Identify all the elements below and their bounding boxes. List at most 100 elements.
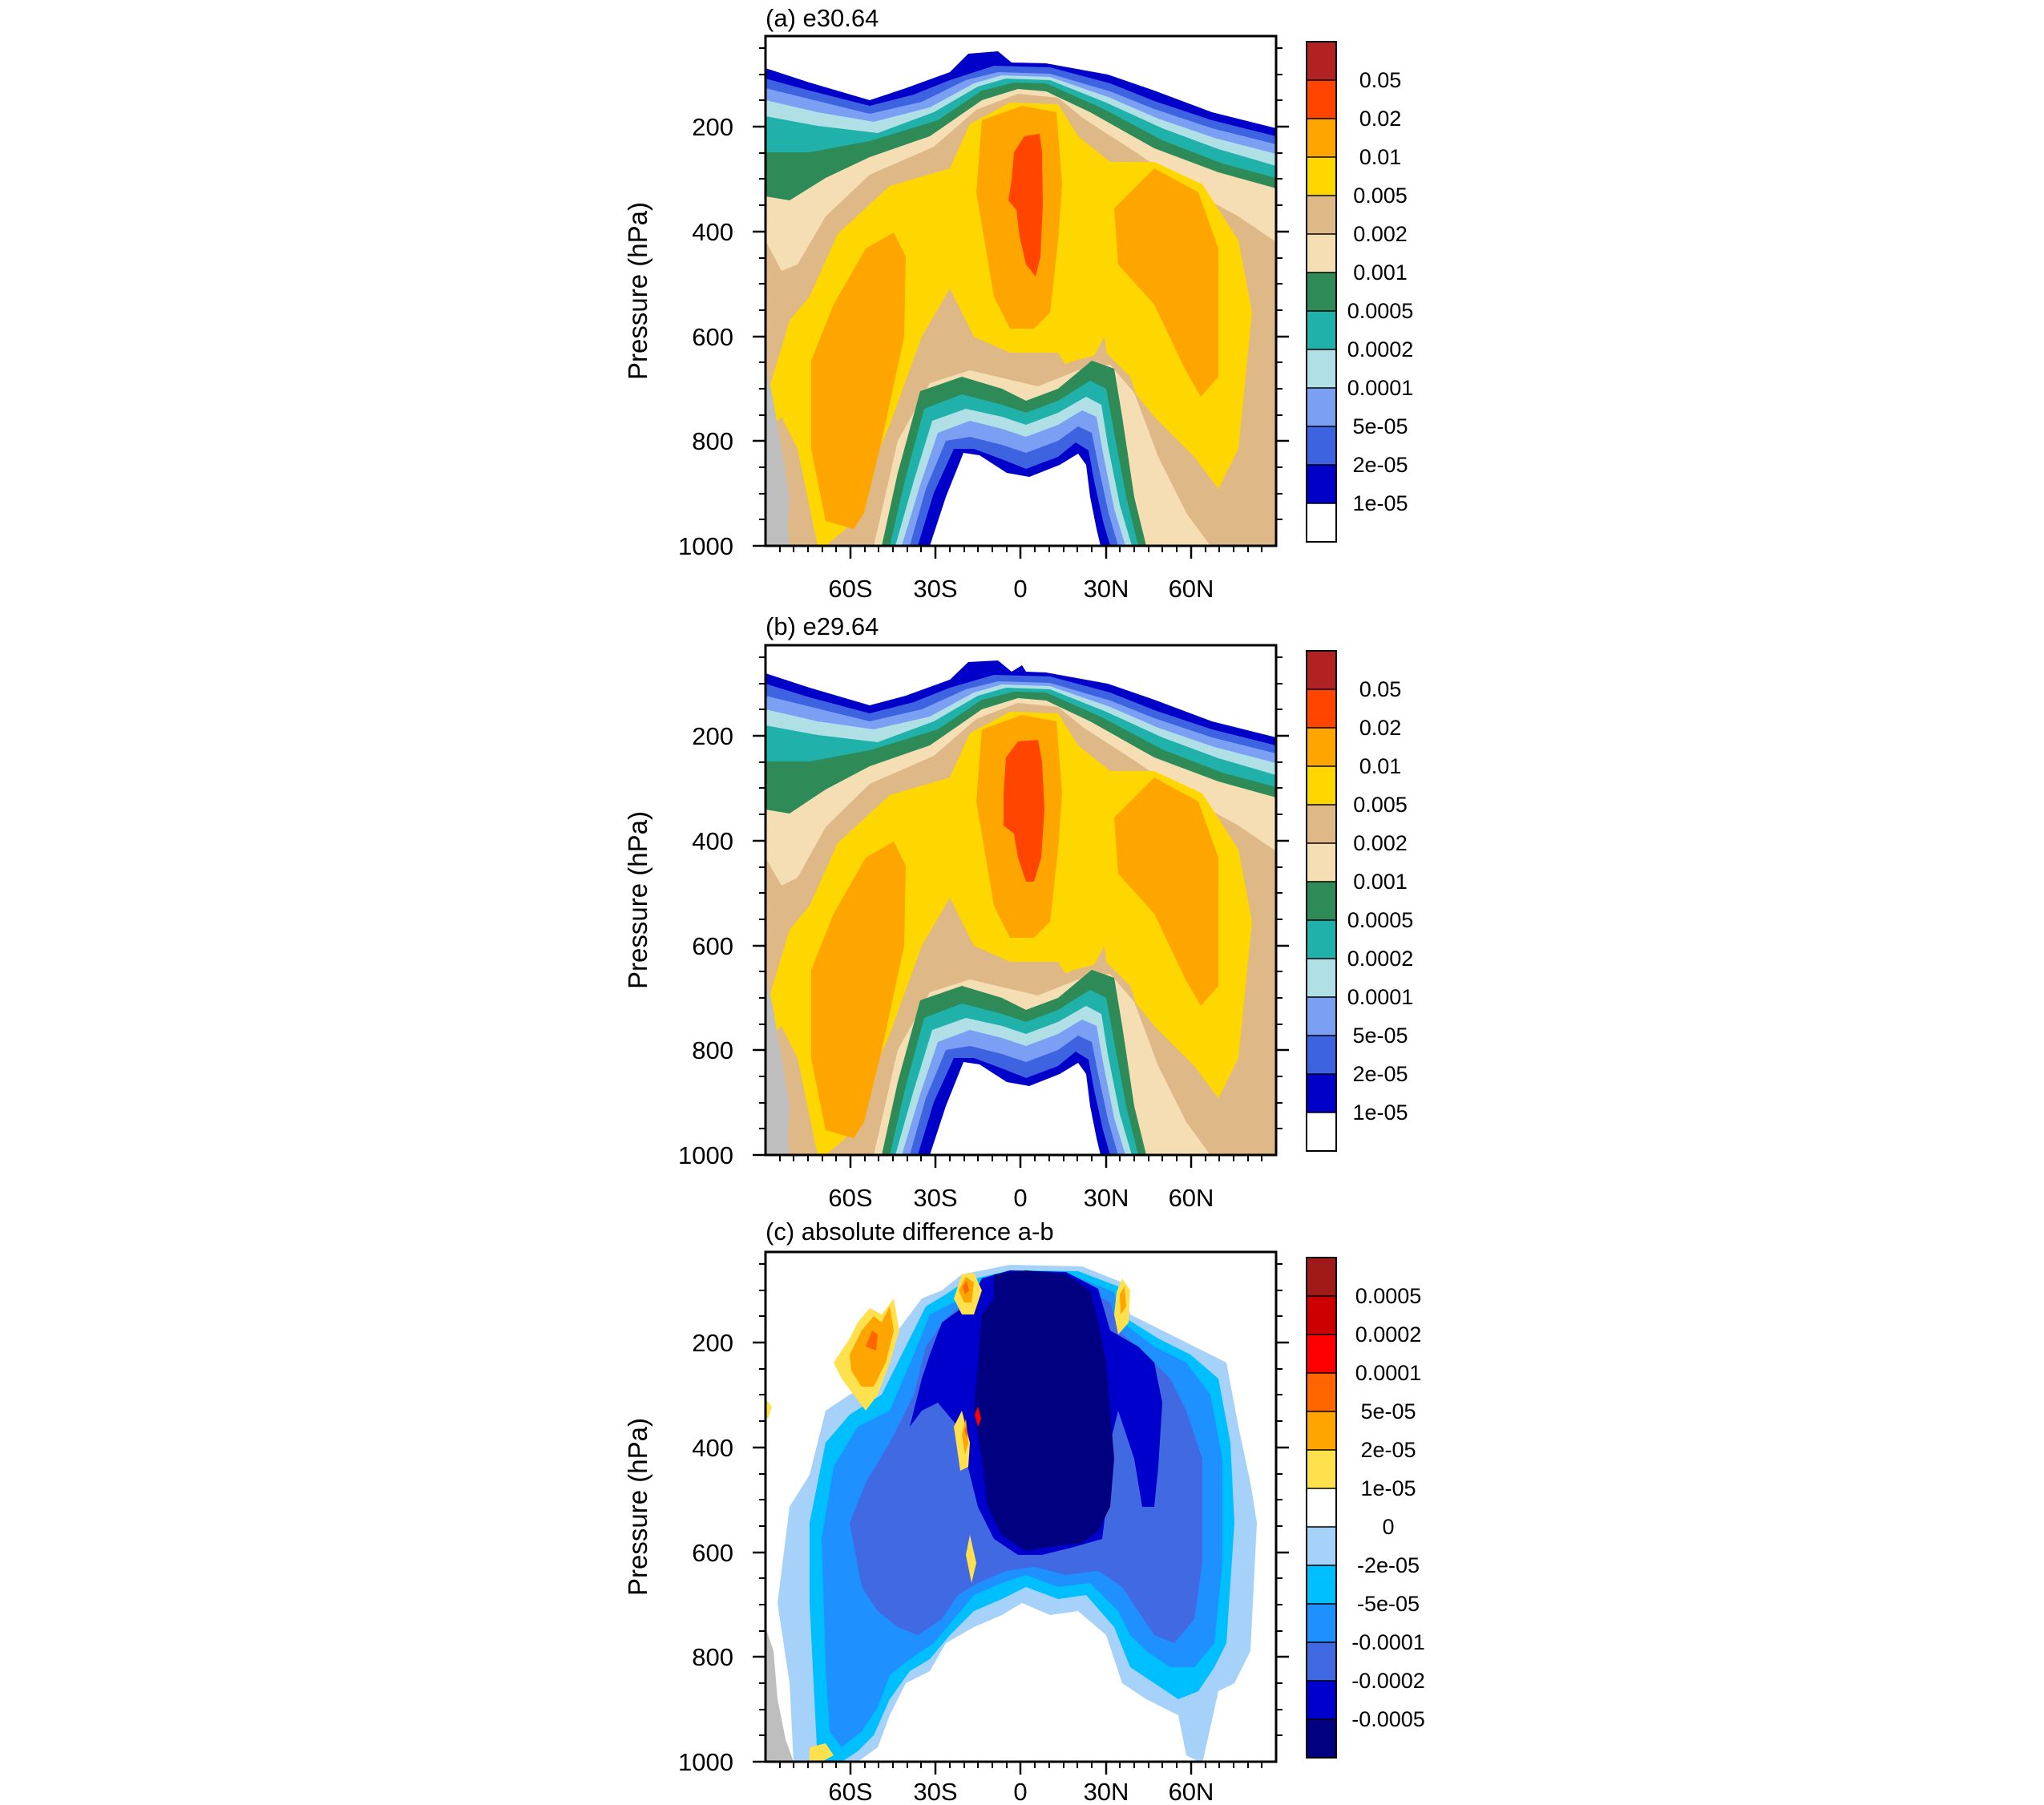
panel-c-colorbar-box-9 (1307, 1411, 1336, 1450)
panel-a-lower-white (930, 453, 1101, 546)
panel-a-x-minor-ticks (779, 546, 1262, 552)
panel-a-colorbar-box-7 (1307, 273, 1336, 311)
panel-a-colorbar-box-2 (1307, 465, 1336, 503)
panel-b-missing-data (765, 978, 790, 1155)
panel-a-colorbar-frame (1306, 41, 1337, 543)
panel-c-colorbar-frame (1306, 1257, 1337, 1759)
panel-a-colorbar-label-5e-05: 5e-05 (1352, 414, 1408, 438)
panel-a-xtick-label-30N: 30N (1084, 575, 1129, 603)
panel-a-title: (a) e30.64 (765, 4, 879, 32)
panel-b-colorbar-box-7 (1307, 882, 1336, 920)
panel-a-colorbar-box-3 (1307, 426, 1336, 465)
panel-b-ytick-label-200: 200 (692, 722, 733, 750)
panel-c-colorbar-label-m0.0002: -0.0002 (1351, 1669, 1425, 1693)
panel-b-colorbar-box-5 (1307, 959, 1336, 997)
panel-b: (b) e29.64 Pressure (hPa) (623, 612, 1413, 1212)
panel-c-colorbar-label-5e-05: 5e-05 (1360, 1399, 1416, 1423)
panel-b-xtick-label-0: 0 (1013, 1184, 1027, 1212)
panel-a-colorbar-box-11 (1307, 119, 1336, 157)
panel-b-colorbar-label-0.01: 0.01 (1359, 754, 1402, 778)
panel-c-colorbar-box-6 (1307, 1527, 1336, 1565)
panel-a-colorbar-dividers (1307, 79, 1336, 504)
panel-c-colorbar-label-m0.0005: -0.0005 (1351, 1707, 1425, 1731)
panel-c-colorbar-label-m0.0001: -0.0001 (1351, 1630, 1425, 1654)
panel-b-colorbar-label-1e-05: 1e-05 (1352, 1100, 1408, 1125)
panel-a-colorbar-box-6 (1307, 311, 1336, 349)
panel-c-ytick-label-800: 800 (692, 1643, 733, 1671)
panel-c-colorbar-box-1 (1307, 1719, 1336, 1758)
panel-a-colorbar-label-0.001: 0.001 (1353, 260, 1408, 285)
panel-b-lower-white (930, 1062, 1101, 1155)
panel-c-contours (765, 1252, 1276, 1762)
panel-c-ylabel: Pressure (hPa) (623, 1418, 652, 1596)
panel-b-colorbar-label-0.02: 0.02 (1359, 716, 1402, 740)
panel-a-colorbar-label-0.05: 0.05 (1359, 68, 1402, 92)
panel-b-colorbar-label-2e-05: 2e-05 (1352, 1062, 1408, 1086)
panel-c-xtick-label-0: 0 (1013, 1778, 1027, 1805)
panel-c-colorbar-box-7 (1307, 1488, 1336, 1527)
panel-b-y-minor-ticks-left (759, 656, 765, 1129)
panel-a-ytick-label-1000: 1000 (678, 532, 733, 560)
panel-c-missing-data (765, 1627, 794, 1762)
panel-a-ytick-label-800: 800 (692, 427, 733, 455)
panel-c-positive-2e-05 (765, 1273, 1130, 1762)
panel-a-ytick-label-200: 200 (692, 113, 733, 141)
panel-b-colorbar-box-13 (1307, 651, 1336, 689)
panel-b-colorbar-label-0.05: 0.05 (1359, 677, 1402, 701)
panel-a-x-axis: 60S 30S 0 30N 60N (828, 546, 1214, 603)
panel-b-ytick-label-800: 800 (692, 1036, 733, 1064)
panel-c-colorbar-box-5 (1307, 1565, 1336, 1604)
panel-a-lower-contours (866, 353, 1226, 546)
panel-b-colorbar-label-0.0005: 0.0005 (1347, 908, 1414, 932)
panel-a-colorbar-box-1 (1307, 503, 1336, 542)
panel-c-y-minor-ticks-left (759, 1263, 765, 1736)
panel-a-colorbar-label-1e-05: 1e-05 (1352, 491, 1408, 515)
panel-c-xtick-label-30N: 30N (1084, 1778, 1129, 1805)
panel-c-ytick-label-1000: 1000 (678, 1748, 733, 1776)
panel-a-colorbar-box-8 (1307, 234, 1336, 273)
panel-c-colorbar-box-13 (1307, 1258, 1336, 1296)
panel-b-xtick-label-60N: 60N (1169, 1184, 1214, 1212)
panel-a-colorbar-box-13 (1307, 42, 1336, 80)
panel-b-xtick-label-30S: 30S (913, 1184, 957, 1212)
panel-b-y-minor-ticks-right (1276, 656, 1283, 1129)
panel-b-colorbar-box-4 (1307, 997, 1336, 1036)
panel-c-colorbar-label-0: 0 (1382, 1515, 1394, 1539)
panel-b-colorbar-box-12 (1307, 689, 1336, 728)
panel-c-positive-0.0002 (975, 1407, 981, 1427)
panel-a-colorbar-label-0.005: 0.005 (1353, 184, 1408, 208)
panel-a-colorbar-box-5 (1307, 349, 1336, 388)
panel-c-colorbar-label-m2e-05: -2e-05 (1357, 1553, 1420, 1577)
panel-a-missing-data (765, 369, 790, 546)
panel-b-colorbar-label-0.0001: 0.0001 (1347, 985, 1414, 1009)
panel-b-colorbar-box-3 (1307, 1036, 1336, 1074)
panel-c-contour-m0.0005 (974, 1270, 1114, 1551)
panel-c-x-minor-ticks (779, 1762, 1262, 1768)
panel-a-xtick-label-0: 0 (1013, 575, 1027, 603)
panel-c-ytick-label-400: 400 (692, 1434, 733, 1462)
panel-c-colorbar-label-0.0005: 0.0005 (1355, 1284, 1422, 1308)
panel-b-y-axis: 200 400 600 800 1000 (678, 656, 1289, 1169)
panel-b-colorbar-box-11 (1307, 728, 1336, 766)
panel-a-y-axis: 200 400 600 800 1000 (678, 47, 1289, 560)
panel-c-xtick-label-30S: 30S (913, 1778, 957, 1805)
panel-a-colorbar-label-0.0002: 0.0002 (1347, 337, 1414, 361)
panel-c-colorbar-label-m5e-05: -5e-05 (1357, 1592, 1420, 1616)
panel-a-ytick-label-400: 400 (692, 218, 733, 246)
panel-a-colorbar-label-0.002: 0.002 (1353, 222, 1408, 246)
panel-b-colorbar-label-5e-05: 5e-05 (1352, 1024, 1408, 1048)
panel-a-colorbar-box-4 (1307, 388, 1336, 426)
panel-c-y-ticks-right (1276, 1341, 1289, 1658)
panel-b-colorbar-box-2 (1307, 1074, 1336, 1112)
panel-b-y-ticks-right (1276, 734, 1289, 1052)
panel-c-ytick-label-200: 200 (692, 1329, 733, 1357)
panel-a-y-minor-ticks-right (1276, 47, 1283, 520)
panel-a-colorbar-label-0.01: 0.01 (1359, 145, 1402, 169)
panel-a-colorbar-box-12 (1307, 80, 1336, 119)
panel-b-ytick-label-600: 600 (692, 932, 733, 960)
panel-a-xtick-label-60S: 60S (828, 575, 872, 603)
panel-b-colorbar-box-6 (1307, 920, 1336, 959)
panel-a-y-minor-ticks-left (759, 47, 765, 520)
panel-c-colorbar-box-8 (1307, 1450, 1336, 1488)
